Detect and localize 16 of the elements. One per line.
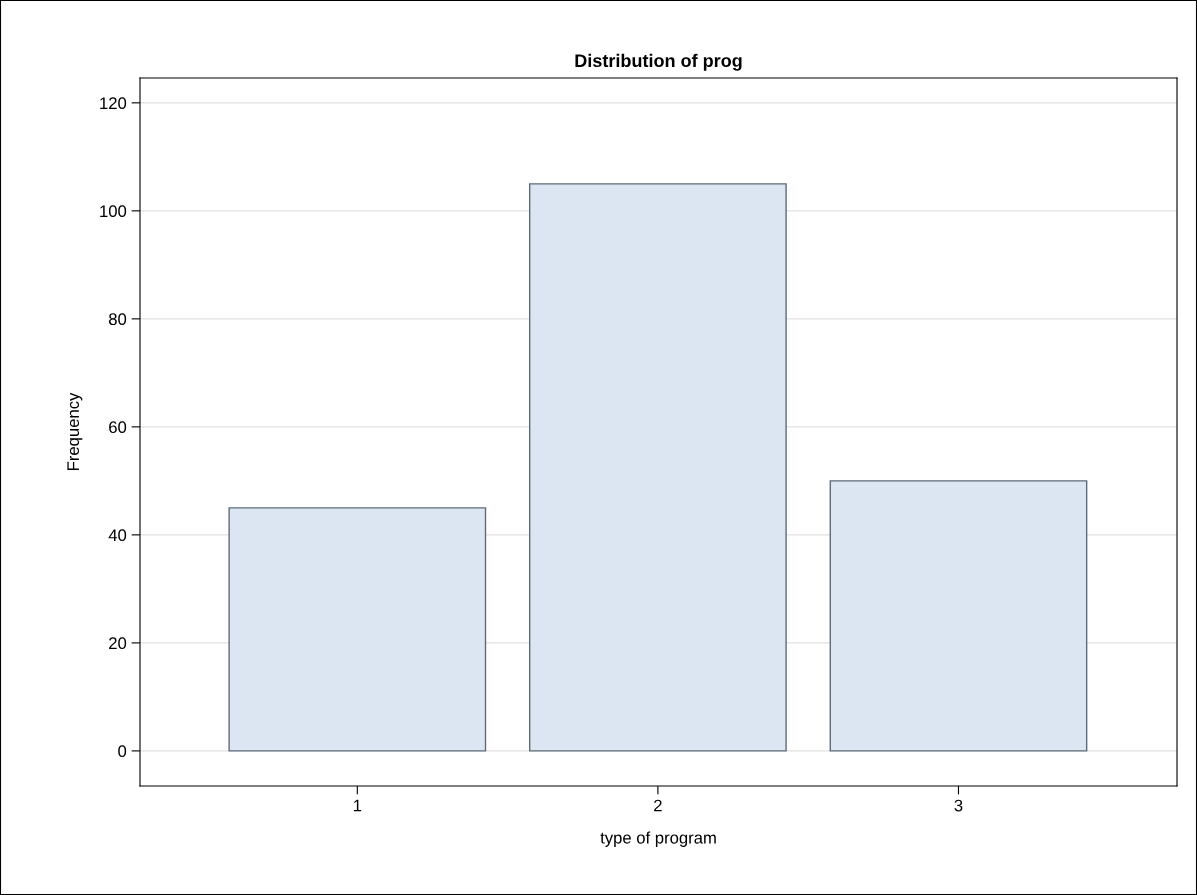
y-tick-label: 80 (108, 313, 127, 326)
y-tick-label: 120 (100, 97, 127, 110)
x-tick-label: 1 (353, 799, 362, 812)
y-axis-title: Frequency (67, 392, 83, 470)
bar (529, 183, 787, 752)
x-tick-label: 3 (954, 799, 963, 812)
y-tick-label: 60 (109, 421, 127, 434)
bar (228, 507, 487, 752)
y-tick-label: 100 (100, 205, 127, 218)
y-tick-label: 40 (108, 529, 127, 542)
y-tick-label: 20 (109, 637, 127, 650)
x-axis-title: type of program (600, 831, 716, 847)
y-tick-label: 0 (118, 745, 127, 758)
x-tick-label: 2 (654, 799, 662, 812)
bar (829, 480, 1088, 752)
chart-title: Distribution of prog (575, 53, 742, 71)
